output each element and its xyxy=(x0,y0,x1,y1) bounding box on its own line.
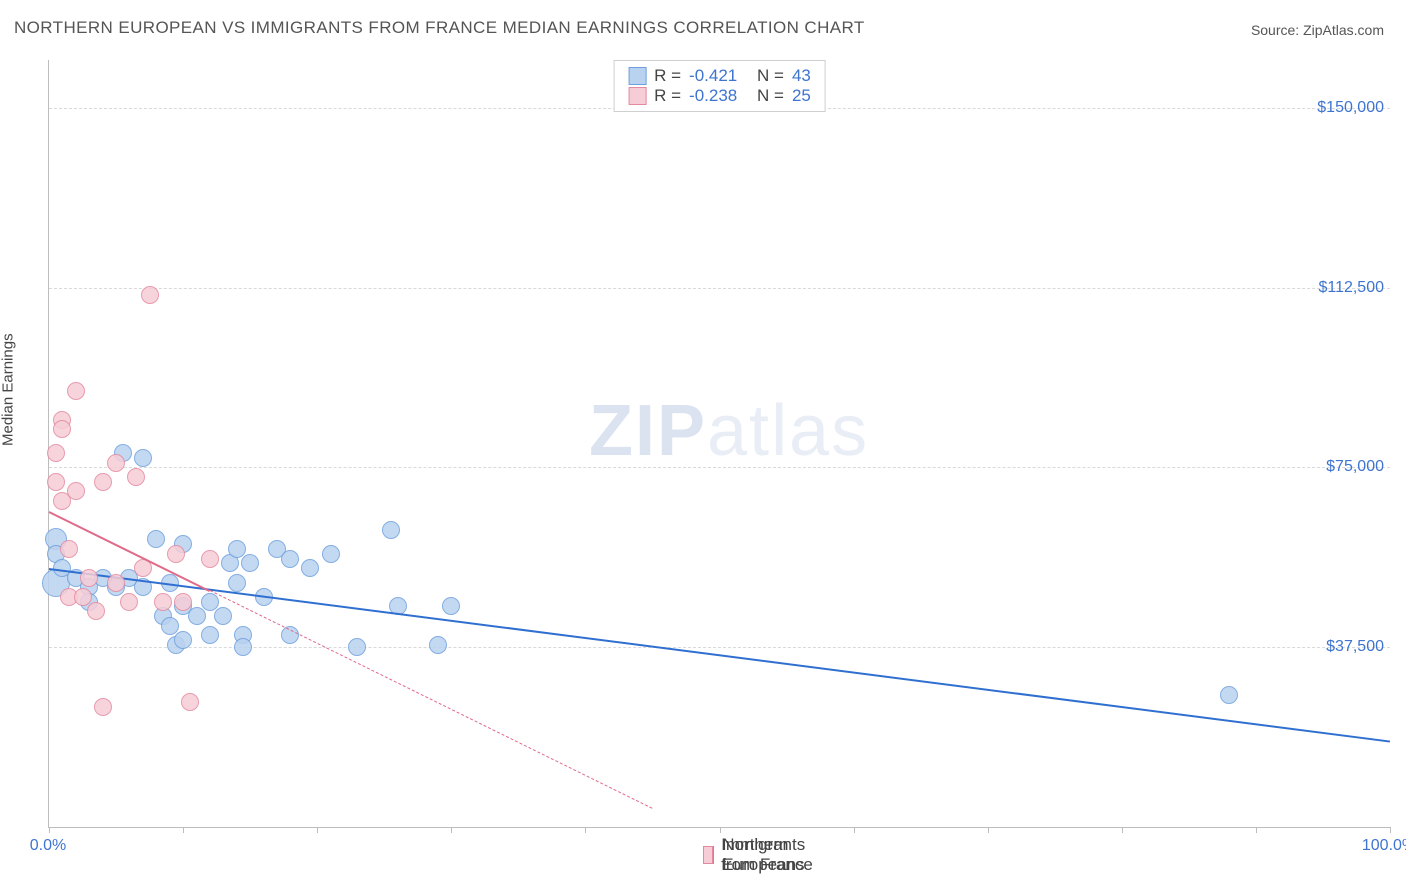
x-tick xyxy=(1256,827,1257,833)
source-link[interactable]: ZipAtlas.com xyxy=(1303,22,1384,38)
data-point xyxy=(214,607,232,625)
data-point xyxy=(154,593,172,611)
watermark: ZIPatlas xyxy=(589,390,869,472)
x-tick xyxy=(183,827,184,833)
y-axis-label: Median Earnings xyxy=(0,333,17,446)
source-credit: Source: ZipAtlas.com xyxy=(1251,22,1384,38)
data-point xyxy=(228,540,246,558)
data-point xyxy=(67,482,85,500)
chart-frame: NORTHERN EUROPEAN VS IMMIGRANTS FROM FRA… xyxy=(0,0,1406,892)
x-tick-label: 0.0% xyxy=(30,837,66,855)
r-label: R = xyxy=(654,86,681,106)
n-value: 25 xyxy=(792,86,811,106)
chart-title: NORTHERN EUROPEAN VS IMMIGRANTS FROM FRA… xyxy=(14,18,865,38)
y-tick-label: $150,000 xyxy=(1317,99,1384,117)
data-point xyxy=(201,626,219,644)
data-point xyxy=(322,545,340,563)
data-point xyxy=(87,602,105,620)
x-tick xyxy=(317,827,318,833)
n-label: N = xyxy=(757,86,784,106)
data-point xyxy=(161,617,179,635)
r-value: -0.421 xyxy=(689,66,749,86)
data-point xyxy=(74,588,92,606)
data-point xyxy=(228,574,246,592)
data-point xyxy=(94,698,112,716)
gridline xyxy=(49,288,1390,289)
data-point xyxy=(188,607,206,625)
y-tick-label: $112,500 xyxy=(1318,279,1384,297)
data-point xyxy=(201,550,219,568)
x-tick xyxy=(451,827,452,833)
gridline xyxy=(49,467,1390,468)
data-point xyxy=(60,540,78,558)
r-label: R = xyxy=(654,66,681,86)
data-point xyxy=(94,473,112,491)
plot-area: ZIPatlas $37,500 $75,000 $112,500 $150,000 R… xyxy=(48,60,1390,828)
data-point xyxy=(120,593,138,611)
data-point xyxy=(1220,686,1238,704)
data-point xyxy=(67,382,85,400)
data-point xyxy=(429,636,447,654)
x-tick-label: 100.0% xyxy=(1362,837,1406,855)
regression-line xyxy=(49,568,1390,743)
legend-item: Immigrants from France xyxy=(703,835,813,875)
data-point xyxy=(348,638,366,656)
data-point xyxy=(80,569,98,587)
x-tick xyxy=(49,827,50,833)
watermark-zip: ZIP xyxy=(589,391,707,471)
data-point xyxy=(442,597,460,615)
correlation-row: R = -0.238 N = 25 xyxy=(628,86,811,106)
data-point xyxy=(174,631,192,649)
data-point xyxy=(301,559,319,577)
correlation-legend: R = -0.421 N = 43 R = -0.238 N = 25 xyxy=(613,60,826,112)
legend-label: Immigrants from France xyxy=(721,835,813,875)
data-point xyxy=(174,593,192,611)
y-tick-label: $75,000 xyxy=(1326,458,1384,476)
y-tick-label: $37,500 xyxy=(1326,638,1384,656)
legend-swatch xyxy=(703,846,713,864)
correlation-row: R = -0.421 N = 43 xyxy=(628,66,811,86)
data-point xyxy=(107,574,125,592)
data-point xyxy=(107,454,125,472)
n-value: 43 xyxy=(792,66,811,86)
x-tick xyxy=(988,827,989,833)
data-point xyxy=(201,593,219,611)
legend-swatch xyxy=(628,87,646,105)
source-prefix: Source: xyxy=(1251,22,1303,38)
data-point xyxy=(234,638,252,656)
x-tick xyxy=(1390,827,1391,833)
data-point xyxy=(53,420,71,438)
x-tick xyxy=(854,827,855,833)
data-point xyxy=(127,468,145,486)
n-label: N = xyxy=(757,66,784,86)
x-tick xyxy=(585,827,586,833)
data-point xyxy=(167,545,185,563)
data-point xyxy=(181,693,199,711)
data-point xyxy=(382,521,400,539)
data-point xyxy=(141,286,159,304)
data-point xyxy=(134,449,152,467)
legend-swatch xyxy=(628,67,646,85)
watermark-atlas: atlas xyxy=(707,391,869,471)
regression-line xyxy=(210,590,653,809)
x-tick xyxy=(720,827,721,833)
data-point xyxy=(241,554,259,572)
r-value: -0.238 xyxy=(689,86,749,106)
data-point xyxy=(47,444,65,462)
data-point xyxy=(281,550,299,568)
x-tick xyxy=(1122,827,1123,833)
data-point xyxy=(47,473,65,491)
data-point xyxy=(147,530,165,548)
